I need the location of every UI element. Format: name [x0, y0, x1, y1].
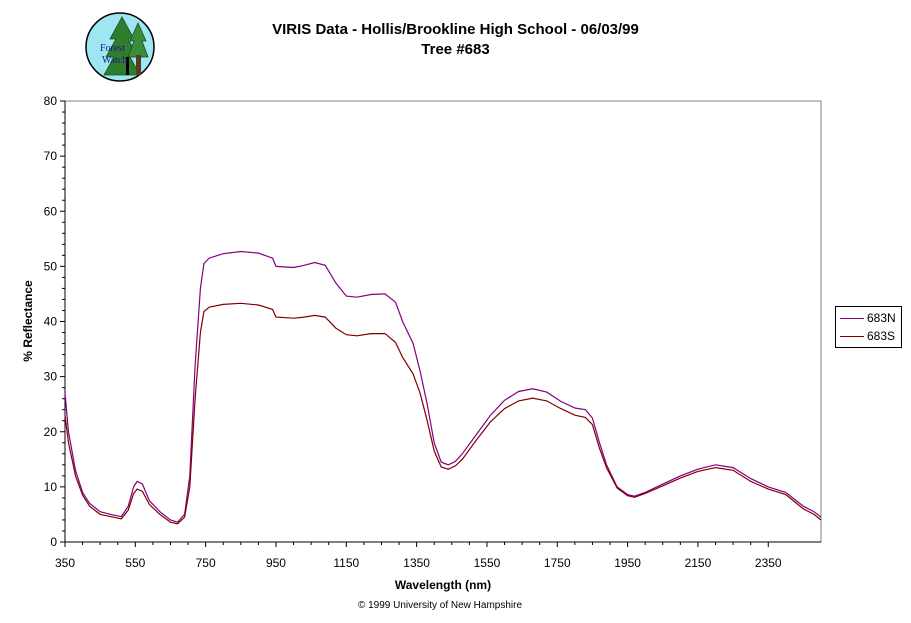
legend-swatch-683s: [840, 336, 864, 337]
x-tick-label: 2350: [755, 556, 782, 570]
x-tick-label: 1550: [474, 556, 501, 570]
x-tick-label: 2150: [685, 556, 712, 570]
y-tick-label: 20: [44, 425, 58, 439]
y-tick-label: 30: [44, 370, 58, 384]
legend: 683N 683S: [835, 306, 902, 348]
plot-area: [65, 101, 821, 542]
copyright-notice: © 1999 University of New Hampshire: [0, 600, 880, 611]
legend-item-683s: 683S: [840, 328, 895, 344]
x-axis-label: Wavelength (nm): [395, 578, 491, 592]
y-tick-label: 60: [44, 204, 58, 218]
x-tick-label: 1950: [614, 556, 641, 570]
x-tick-label: 950: [266, 556, 286, 570]
legend-item-683n: 683N: [840, 310, 896, 326]
x-tick-label: 1150: [333, 556, 359, 570]
y-tick-label: 0: [50, 535, 57, 549]
y-tick-label: 80: [44, 94, 58, 108]
x-tick-label: 1750: [544, 556, 571, 570]
y-tick-label: 40: [44, 315, 58, 329]
legend-label-683n: 683N: [867, 311, 896, 325]
legend-label-683s: 683S: [867, 329, 895, 343]
y-tick-label: 10: [44, 480, 58, 494]
y-tick-label: 70: [44, 149, 58, 163]
y-axis-label: % Reflectance: [21, 280, 35, 362]
legend-swatch-683n: [840, 318, 864, 319]
x-tick-label: 350: [55, 556, 75, 570]
x-tick-label: 750: [196, 556, 216, 570]
x-tick-label: 550: [125, 556, 145, 570]
y-tick-label: 50: [44, 259, 58, 273]
x-tick-label: 1350: [403, 556, 430, 570]
